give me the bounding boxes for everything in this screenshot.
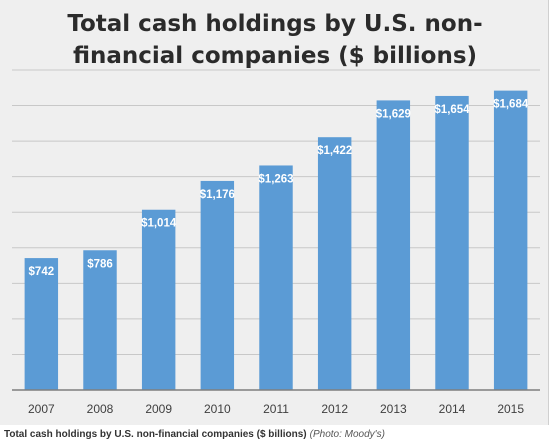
bar-chart: $742 $786 $1,014 $1,176 $1,263 $1,422 $1,629 $1… <box>12 69 540 416</box>
data-labels: $742 $786 $1,014 $1,176 $1,263 $1,422 $1,629 $1… <box>29 99 529 278</box>
data-label-2013: $1,629 <box>376 108 411 120</box>
bar-2013 <box>376 100 411 391</box>
x-tick-label-2009: 2009 <box>145 402 172 416</box>
bar-2008 <box>83 250 117 390</box>
x-tick-label-2010: 2010 <box>204 402 231 416</box>
data-label-2014: $1,654 <box>434 104 470 116</box>
bar-2014 <box>435 95 469 390</box>
caption-credit: (Photo: Moody's) <box>309 429 385 440</box>
figure-caption: Total cash holdings by U.S. non-financia… <box>4 428 549 441</box>
x-tick-label-2015: 2015 <box>497 402 524 416</box>
x-tick-label-2013: 2013 <box>380 402 407 416</box>
x-tick-label-2012: 2012 <box>321 402 348 416</box>
bar-2009 <box>141 209 176 390</box>
data-label-2010: $1,176 <box>200 189 235 201</box>
data-label-2009: $1,014 <box>141 218 177 230</box>
x-tick-label-2007: 2007 <box>28 402 55 416</box>
x-tick-label-2014: 2014 <box>439 402 466 416</box>
x-axis: 2007 2008 2009 2010 2011 2012 2013 2014 2015 <box>12 389 540 416</box>
bars <box>24 90 528 391</box>
data-label-2008: $786 <box>87 258 113 270</box>
x-tick-label-2008: 2008 <box>87 402 114 416</box>
bar-2007 <box>24 258 59 390</box>
bar-2010 <box>200 180 235 390</box>
chart-title: Total cash holdings by U.S. non-financia… <box>67 11 483 69</box>
bar-2011 <box>259 165 293 390</box>
bar-2012 <box>317 137 352 390</box>
caption-text: Total cash holdings by U.S. non-financia… <box>4 429 307 440</box>
x-tick-label-2011: 2011 <box>263 402 289 416</box>
data-label-2012: $1,422 <box>317 145 352 157</box>
bar-2015 <box>493 90 528 390</box>
chart-figure: $742 $786 $1,014 $1,176 $1,263 $1,422 $1,629 $1… <box>0 0 549 425</box>
data-label-2007: $742 <box>29 266 55 278</box>
data-label-2011: $1,263 <box>258 173 293 185</box>
data-label-2015: $1,684 <box>493 99 529 111</box>
